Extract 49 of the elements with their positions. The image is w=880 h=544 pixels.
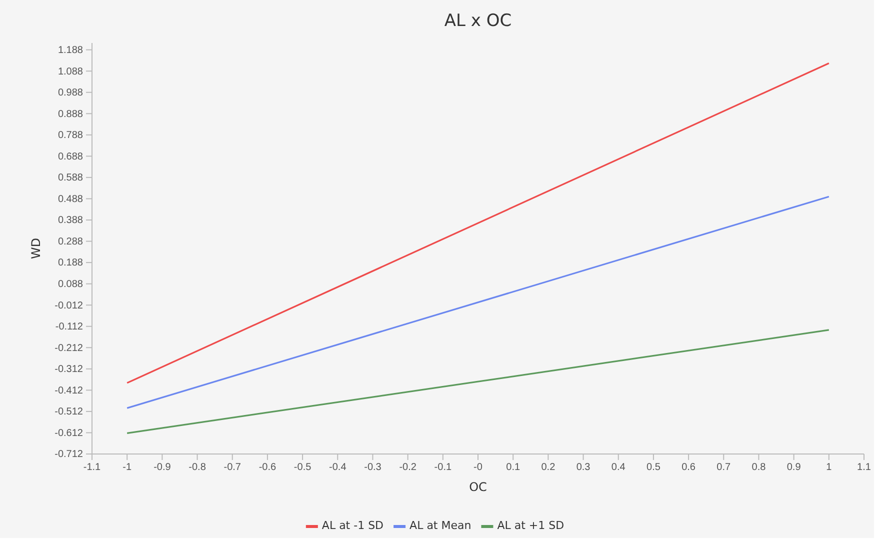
y-tick-label: 0.288 <box>58 236 84 248</box>
x-tick-label: 1.1 <box>857 462 872 474</box>
x-tick-label: -0.8 <box>188 462 206 474</box>
x-tick-label: 0.1 <box>506 462 520 474</box>
x-tick-label: -0.5 <box>294 462 312 474</box>
x-tick-label: 0.3 <box>576 462 591 474</box>
y-tick-label: 0.488 <box>58 194 84 205</box>
y-tick-label: 1.188 <box>58 45 84 56</box>
y-tick-label: 0.988 <box>58 88 84 99</box>
y-axis-title: WD <box>29 238 43 260</box>
x-tick-label: 0.9 <box>786 462 802 474</box>
x-tick-label: 1 <box>826 462 832 474</box>
y-tick-label: 0.788 <box>58 130 84 142</box>
x-axis-title: OC <box>469 480 487 494</box>
x-tick-label: -1 <box>122 462 132 474</box>
y-tick-label: -0.312 <box>54 364 84 376</box>
x-tick-label: -0 <box>474 462 483 474</box>
x-tick-label: -0.9 <box>154 462 172 474</box>
y-tick-label: -0.412 <box>54 385 84 396</box>
y-tick-label: 0.188 <box>58 258 84 269</box>
y-tick-label: -0.112 <box>55 322 84 333</box>
x-tick-label: -0.6 <box>258 462 277 474</box>
x-tick-label: 0.2 <box>541 462 556 474</box>
x-tick-label: 0.5 <box>646 462 661 474</box>
y-tick-label: 0.688 <box>58 151 84 162</box>
x-tick-label: 0.6 <box>682 462 696 474</box>
y-tick-label: 0.088 <box>58 279 84 290</box>
y-tick-label: -0.212 <box>54 342 84 354</box>
chart-title: AL x OC <box>444 11 512 31</box>
y-tick-label: 1.088 <box>58 66 84 78</box>
y-tick-label: 0.888 <box>58 108 84 120</box>
y-tick-label: 0.588 <box>58 172 84 184</box>
x-tick-label: 0.8 <box>752 462 766 474</box>
x-tick-label: -0.3 <box>364 462 382 474</box>
x-tick-label: -0.4 <box>329 462 347 474</box>
y-tick-label: -0.712 <box>54 449 84 460</box>
x-tick-label: 0.4 <box>611 462 626 474</box>
y-tick-label: -0.512 <box>54 406 84 418</box>
x-tick-label: -0.1 <box>434 462 452 474</box>
x-tick-label: 0.7 <box>716 462 732 474</box>
y-tick-label: -0.012 <box>54 300 84 312</box>
x-tick-label: -0.7 <box>224 462 242 474</box>
legend-label: AL at +1 SD <box>497 519 564 532</box>
legend-label: AL at -1 SD <box>322 519 384 532</box>
legend-label: AL at Mean <box>410 519 472 532</box>
x-tick-label: -0.2 <box>399 462 417 474</box>
y-tick-label: -0.612 <box>54 428 84 439</box>
y-tick-label: 0.388 <box>58 215 84 226</box>
x-tick-label: -1.1 <box>83 462 102 474</box>
